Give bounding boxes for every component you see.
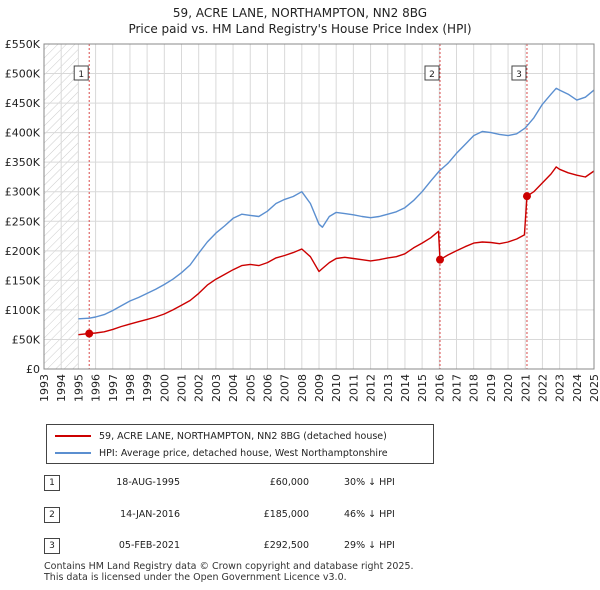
y-tick-label: £0 bbox=[26, 363, 40, 376]
y-tick-label: £250K bbox=[5, 215, 41, 228]
sale-label-number: 2 bbox=[429, 70, 435, 80]
table-row: 3 05-FEB-2021 £292,500 29% ↓ HPI bbox=[44, 538, 464, 556]
transaction-price: £185,000 bbox=[263, 509, 309, 520]
y-tick-label: £550K bbox=[5, 38, 41, 51]
sale-point bbox=[85, 329, 94, 338]
x-tick-label: 2014 bbox=[399, 374, 412, 402]
sale-label-number: 3 bbox=[516, 70, 522, 80]
legend-swatch-price bbox=[55, 435, 91, 437]
hpi-line bbox=[78, 87, 595, 320]
legend-swatch-hpi bbox=[55, 452, 91, 454]
x-tick-label: 2018 bbox=[468, 374, 481, 402]
sale-point bbox=[522, 192, 531, 201]
y-tick-label: £350K bbox=[5, 156, 41, 169]
x-tick-label: 2009 bbox=[313, 374, 326, 402]
transaction-date: 05-FEB-2021 bbox=[118, 540, 180, 551]
x-tick-label: 2025 bbox=[588, 374, 600, 402]
x-tick-label: 2019 bbox=[485, 374, 498, 402]
x-tick-label: 2024 bbox=[571, 374, 584, 402]
y-tick-label: £300K bbox=[5, 186, 41, 199]
x-tick-label: 2001 bbox=[176, 374, 189, 402]
x-tick-label: 2003 bbox=[210, 374, 223, 402]
sale-point bbox=[436, 255, 444, 264]
sale-label-box bbox=[73, 65, 89, 81]
footer-copyright: Contains HM Land Registry data © Crown c… bbox=[44, 561, 414, 572]
x-tick-label: 1994 bbox=[55, 374, 68, 402]
x-tick-label: 2007 bbox=[279, 374, 292, 402]
x-tick-label: 2005 bbox=[244, 374, 257, 402]
x-tick-label: 2008 bbox=[296, 374, 309, 402]
x-tick-label: 2010 bbox=[330, 374, 343, 402]
transaction-number: 1 bbox=[44, 475, 60, 491]
transaction-date: 14-JAN-2016 bbox=[120, 509, 180, 520]
x-tick-label: 2013 bbox=[382, 374, 395, 402]
chart-subtitle: Price paid vs. HM Land Registry's House … bbox=[128, 22, 472, 36]
footer: Contains HM Land Registry data © Crown c… bbox=[44, 561, 414, 583]
price-paid-line bbox=[78, 166, 595, 336]
y-tick-label: £400K bbox=[5, 127, 41, 140]
x-tick-label: 2000 bbox=[158, 374, 171, 402]
transaction-number: 2 bbox=[44, 507, 60, 523]
x-tick-label: 1993 bbox=[38, 374, 51, 402]
x-tick-label: 1995 bbox=[72, 374, 85, 402]
x-tick-label: 2011 bbox=[347, 374, 360, 402]
y-tick-label: £200K bbox=[5, 245, 41, 258]
footer-licence: This data is licensed under the Open Gov… bbox=[44, 572, 347, 583]
x-tick-label: 2002 bbox=[193, 374, 206, 402]
x-tick-label: 2022 bbox=[536, 374, 549, 402]
x-tick-label: 2016 bbox=[433, 374, 446, 402]
table-row: 1 18-AUG-1995 £60,000 30% ↓ HPI bbox=[44, 475, 464, 493]
x-tick-label: 1999 bbox=[141, 374, 154, 402]
y-tick-label: £150K bbox=[5, 274, 41, 287]
transaction-number: 3 bbox=[44, 538, 60, 554]
transaction-hpi: 46% ↓ HPI bbox=[344, 509, 395, 520]
transaction-hpi: 29% ↓ HPI bbox=[344, 540, 395, 551]
sale-label-number: 1 bbox=[78, 70, 84, 80]
x-tick-label: 1996 bbox=[90, 374, 103, 402]
transaction-price: £60,000 bbox=[269, 477, 309, 488]
legend-label-price: 59, ACRE LANE, NORTHAMPTON, NN2 8BG (det… bbox=[99, 430, 387, 442]
x-tick-label: 2012 bbox=[365, 374, 378, 402]
x-tick-label: 2023 bbox=[554, 374, 567, 402]
x-tick-label: 2020 bbox=[502, 374, 515, 402]
chart-title: 59, ACRE LANE, NORTHAMPTON, NN2 8BG bbox=[172, 6, 428, 20]
x-tick-label: 2021 bbox=[519, 374, 532, 402]
x-tick-label: 2004 bbox=[227, 374, 240, 402]
transaction-price: £292,500 bbox=[263, 540, 309, 551]
y-tick-label: £50K bbox=[12, 333, 41, 346]
sale-label-box bbox=[424, 65, 440, 81]
x-tick-label: 2015 bbox=[416, 374, 429, 402]
transaction-hpi: 30% ↓ HPI bbox=[344, 477, 395, 488]
y-tick-label: £500K bbox=[5, 68, 41, 81]
legend-item-hpi: HPI: Average price, detached house, West… bbox=[55, 446, 388, 460]
x-tick-label: 1997 bbox=[107, 374, 120, 402]
price-chart: 1 2 3 £0 £50K £100K £150K £200K £250K £300K £350K… bbox=[5, 38, 600, 402]
x-tick-label: 1998 bbox=[124, 374, 137, 402]
y-tick-label: £450K bbox=[5, 97, 41, 110]
table-row: 2 14-JAN-2016 £185,000 46% ↓ HPI bbox=[44, 507, 464, 525]
transaction-date: 18-AUG-1995 bbox=[116, 477, 180, 488]
x-tick-label: 2006 bbox=[261, 374, 274, 402]
legend-label-hpi: HPI: Average price, detached house, West… bbox=[99, 447, 388, 459]
y-tick-label: £100K bbox=[5, 304, 41, 317]
plot-frame bbox=[43, 43, 595, 370]
legend: 59, ACRE LANE, NORTHAMPTON, NN2 8BG (det… bbox=[46, 424, 434, 464]
legend-item-price: 59, ACRE LANE, NORTHAMPTON, NN2 8BG (det… bbox=[55, 429, 387, 443]
x-tick-label: 2017 bbox=[451, 374, 464, 402]
sale-label-box bbox=[511, 65, 527, 81]
